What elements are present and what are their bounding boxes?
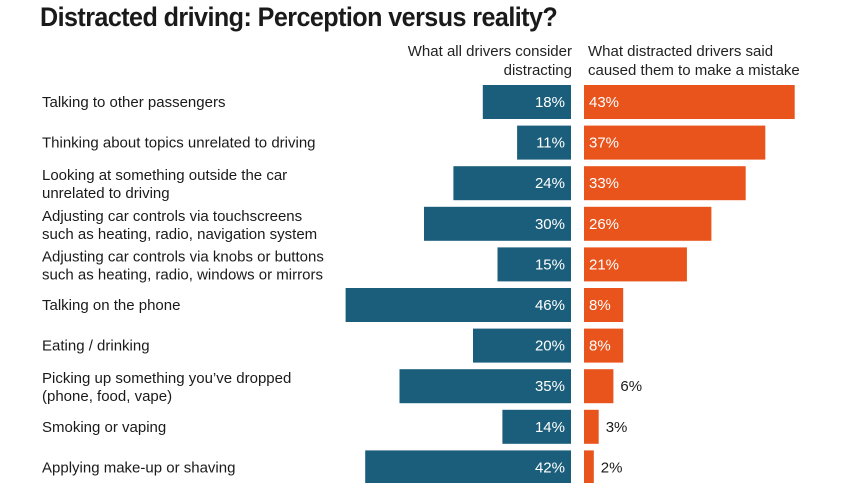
value-label-distracted-drivers: 6% xyxy=(620,378,642,395)
bar-distracted-drivers xyxy=(584,206,712,241)
value-label-all-drivers: 14% xyxy=(535,419,565,436)
bar-all-drivers xyxy=(497,247,571,282)
bar-all-drivers xyxy=(365,450,571,483)
value-label-distracted-drivers: 8% xyxy=(589,297,611,314)
bar-all-drivers xyxy=(424,206,571,241)
value-label-all-drivers: 11% xyxy=(536,135,565,152)
value-label-distracted-drivers: 33% xyxy=(589,175,619,192)
bar-all-drivers xyxy=(482,85,571,119)
bar-all-drivers xyxy=(453,166,571,201)
category-label: Eating / drinking xyxy=(42,338,150,355)
bar-distracted-drivers xyxy=(584,125,766,160)
bar-distracted-drivers xyxy=(584,288,624,322)
value-label-all-drivers: 20% xyxy=(535,338,565,355)
value-label-all-drivers: 46% xyxy=(535,297,565,314)
legend-distracted-drivers-line-2: caused them to make a mistake xyxy=(588,62,800,79)
bar-all-drivers xyxy=(399,369,571,404)
value-label-distracted-drivers: 26% xyxy=(589,216,619,233)
bar-all-drivers xyxy=(517,125,571,160)
category-label: Thinking about topics unrelated to drivi… xyxy=(42,135,316,152)
bar-distracted-drivers xyxy=(584,409,599,444)
bar-all-drivers xyxy=(473,328,571,363)
value-label-distracted-drivers: 2% xyxy=(601,459,623,476)
category-label: Talking on the phone xyxy=(42,297,180,314)
category-label: Talking to other passengers xyxy=(42,94,225,111)
category-label: Applying make-up or shaving xyxy=(42,459,235,476)
category-label: Adjusting car controls via knobs or butt… xyxy=(42,248,324,283)
value-label-all-drivers: 24% xyxy=(535,175,565,192)
value-label-all-drivers: 18% xyxy=(535,94,565,111)
value-label-distracted-drivers: 21% xyxy=(589,256,619,273)
legend-all-drivers-line-2: distracting xyxy=(503,62,572,79)
bar-distracted-drivers xyxy=(584,450,594,483)
legend-distracted-drivers: What distracted drivers said caused them… xyxy=(588,42,800,80)
value-label-distracted-drivers: 3% xyxy=(606,419,628,436)
value-label-distracted-drivers: 8% xyxy=(589,338,611,355)
bar-distracted-drivers xyxy=(584,328,624,363)
bar-distracted-drivers xyxy=(584,166,746,201)
category-label: Smoking or vaping xyxy=(42,419,166,436)
legend-all-drivers: What all drivers consider distracting xyxy=(408,42,572,80)
value-label-all-drivers: 42% xyxy=(535,459,565,476)
bar-all-drivers xyxy=(502,409,571,444)
chart-title: Distracted driving: Perception versus re… xyxy=(40,2,558,32)
category-label: Adjusting car controls via touchscreens s… xyxy=(42,208,317,243)
value-label-distracted-drivers: 37% xyxy=(589,135,619,152)
value-label-distracted-drivers: 43% xyxy=(589,94,619,111)
category-label: Looking at something outside the car unre… xyxy=(42,167,287,202)
value-label-all-drivers: 15% xyxy=(535,256,565,273)
bar-all-drivers xyxy=(345,288,571,322)
bar-distracted-drivers xyxy=(584,85,795,119)
value-label-all-drivers: 30% xyxy=(535,216,565,233)
bar-distracted-drivers xyxy=(584,247,687,282)
value-label-all-drivers: 35% xyxy=(535,378,565,395)
category-label: Picking up something you’ve dropped (phon… xyxy=(42,370,291,405)
legend-distracted-drivers-line-1: What distracted drivers said xyxy=(588,43,774,60)
legend-all-drivers-line-1: What all drivers consider xyxy=(407,43,572,60)
bar-distracted-drivers xyxy=(584,369,614,404)
